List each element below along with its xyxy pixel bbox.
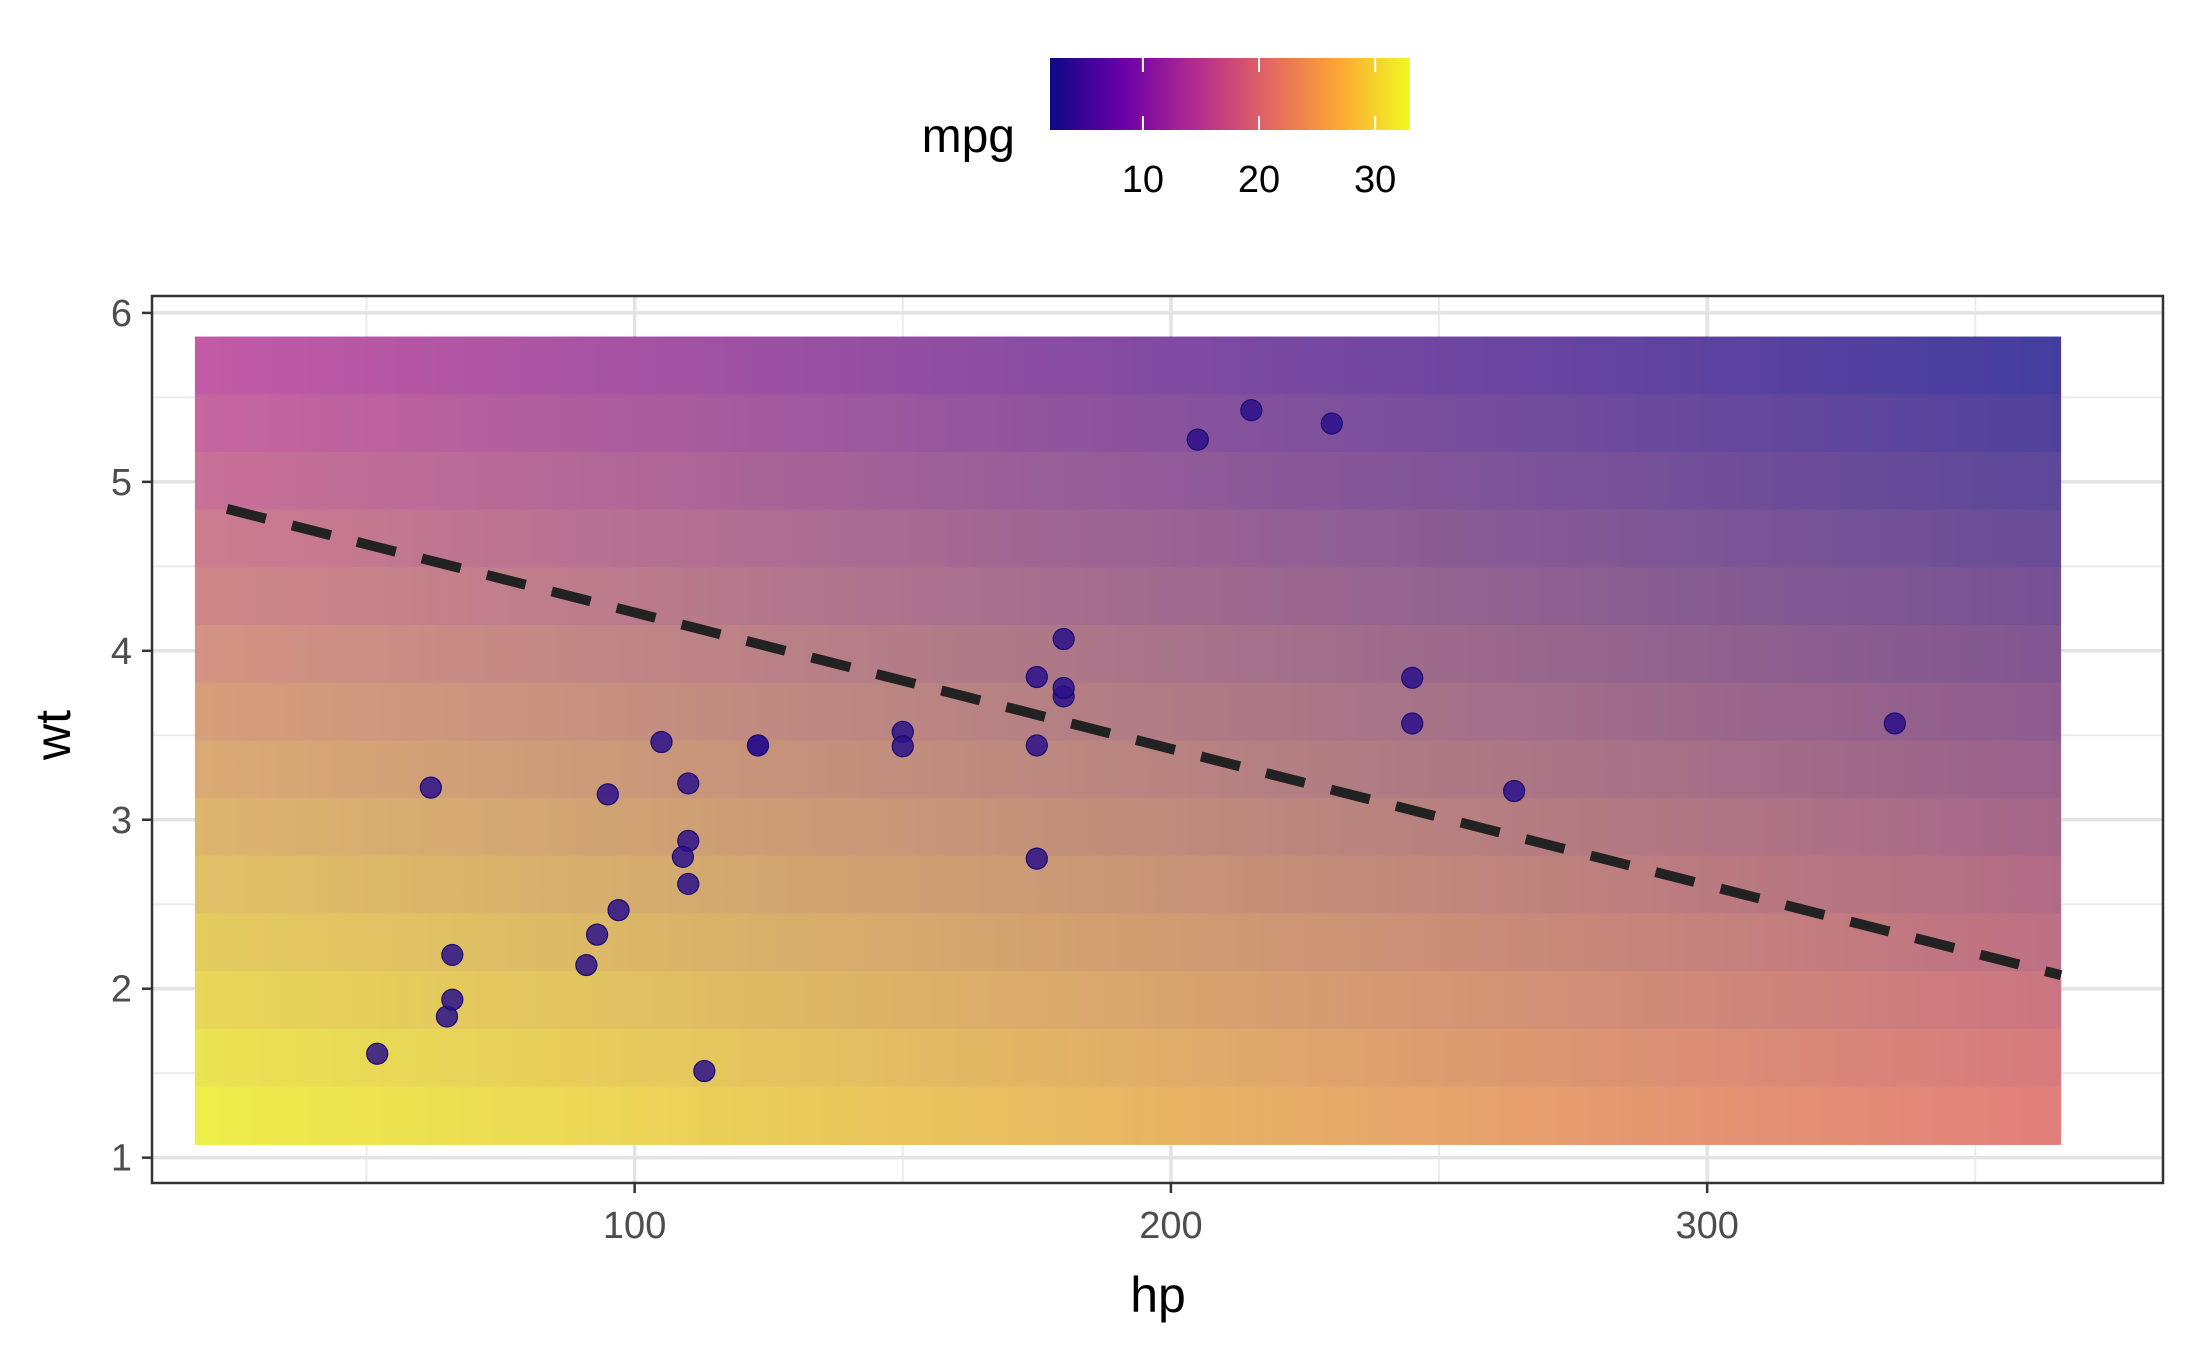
plot-frame <box>150 294 2165 1185</box>
heatmap-band <box>194 913 2062 972</box>
data-point <box>693 1059 716 1083</box>
data-point <box>1052 676 1075 700</box>
data-point <box>1025 734 1048 757</box>
trend-line-layer <box>225 504 2063 981</box>
heatmap-band <box>194 624 2062 684</box>
data-point <box>1240 399 1263 422</box>
data-point <box>891 735 914 758</box>
y-tick-label: 2 <box>111 969 132 1011</box>
heatmap-band <box>194 394 2062 453</box>
data-point <box>677 872 700 896</box>
data-point <box>419 776 442 799</box>
colorbar-tick-label: 20 <box>1238 159 1280 201</box>
data-point <box>1025 665 1048 689</box>
y-tick-label: 1 <box>111 1138 132 1180</box>
data-point <box>671 845 695 869</box>
data-point <box>441 988 464 1011</box>
data-point <box>1186 428 1209 451</box>
heatmap-band <box>194 682 2062 742</box>
heatmap-band <box>194 1028 2062 1088</box>
heatmap-band <box>194 798 2062 857</box>
y-axis-title: wt <box>25 710 81 761</box>
x-axis-title: hp <box>1130 1267 1186 1323</box>
heatmap-band <box>194 971 2062 1030</box>
heatmap-band <box>194 509 2062 569</box>
legend-title: mpg <box>922 110 1015 163</box>
legend: 10 20 30 <box>1050 58 1410 201</box>
data-point <box>441 943 464 967</box>
points-layer <box>366 399 1906 1083</box>
heatmap-band <box>194 855 2062 915</box>
y-tick-label: 4 <box>111 631 132 673</box>
panel-border <box>150 294 2165 1185</box>
colorbar-tick-label: 10 <box>1122 159 1164 201</box>
y-tick-label: 5 <box>111 462 132 504</box>
data-point <box>575 953 598 977</box>
x-tick-label: 100 <box>603 1205 666 1247</box>
colorbar-tick-label: 30 <box>1354 159 1396 201</box>
heatmap-layer <box>194 336 2062 1145</box>
data-point <box>677 772 700 795</box>
heatmap-band <box>194 451 2062 511</box>
heatmap-band <box>194 336 2062 396</box>
trend-line <box>225 504 2063 981</box>
data-point <box>1052 627 1075 651</box>
data-point <box>596 783 619 806</box>
data-point <box>366 1042 389 1065</box>
heatmap-band <box>194 740 2062 799</box>
y-tick-label: 6 <box>111 293 132 335</box>
data-point <box>607 899 630 922</box>
data-point <box>746 734 770 757</box>
heatmap-band <box>194 567 2062 626</box>
data-point <box>1025 847 1048 870</box>
data-point <box>1401 712 1424 735</box>
data-point <box>1503 779 1526 803</box>
heatmap-band <box>194 1086 2062 1145</box>
data-point <box>1401 666 1424 689</box>
data-point <box>650 730 673 754</box>
y-tick-label: 3 <box>111 800 132 842</box>
x-tick-label: 300 <box>1675 1205 1738 1247</box>
data-point <box>1883 712 1906 735</box>
colorbar <box>1050 58 1410 130</box>
x-tick-label: 200 <box>1139 1205 1202 1247</box>
data-point <box>586 923 609 946</box>
axes: 100 200 300 1 2 3 4 5 6 <box>111 293 1739 1247</box>
data-point <box>1320 412 1343 435</box>
